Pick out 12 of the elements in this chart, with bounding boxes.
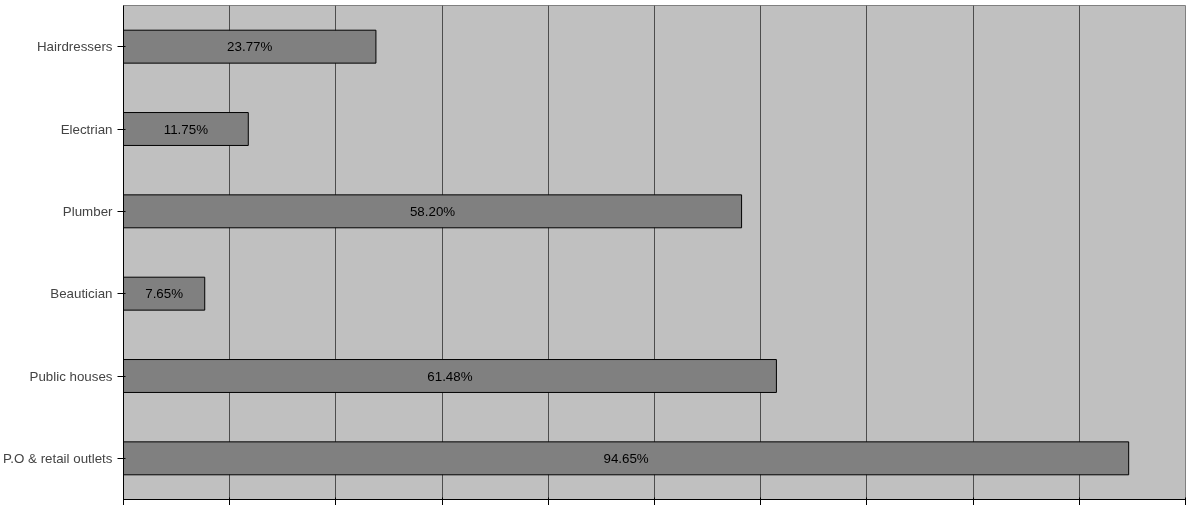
data-label: 7.65% [145,286,184,302]
y-tick-label: Plumber [62,203,114,219]
data-label: 23.77% [227,39,273,55]
data-label: 58.20% [409,203,456,219]
y-tick-label: Electrian [60,121,113,137]
data-label: 11.75% [163,121,209,137]
y-tick-label: Hairdressers [36,39,113,55]
data-label: 94.65% [603,450,649,466]
y-tick-label: Beautician [50,286,113,302]
y-tick-label: Public houses [29,368,113,384]
y-tick-label: P.O & retail outlets [3,450,113,466]
data-label: 61.48% [427,368,473,384]
